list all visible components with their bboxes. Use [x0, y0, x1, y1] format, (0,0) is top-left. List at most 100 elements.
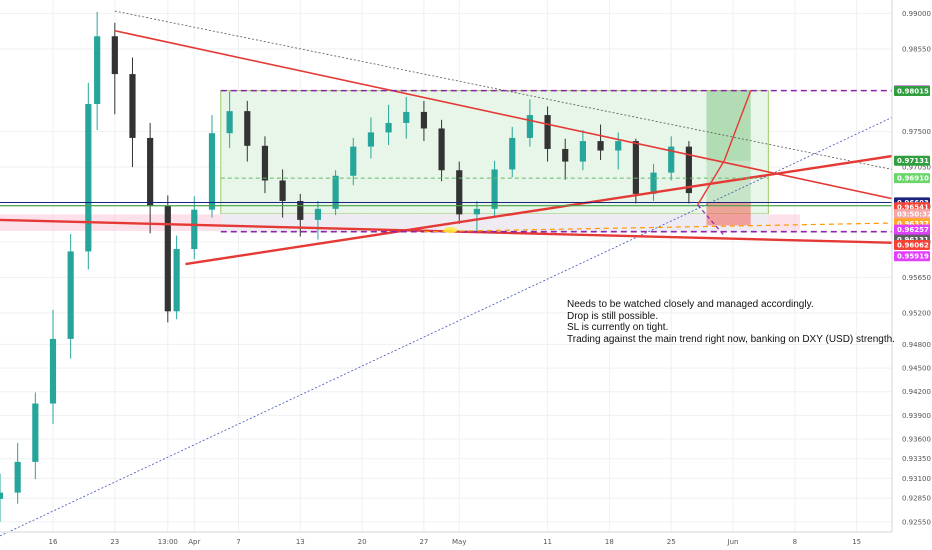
- candle-body: [226, 111, 233, 134]
- candle-body: [526, 115, 533, 138]
- y-tick-label: 0.94200: [902, 388, 931, 396]
- price-tag: [894, 155, 930, 166]
- candle-body: [67, 251, 74, 339]
- annotation-text: Needs to be watched closely and managed …: [567, 299, 907, 345]
- candle-body: [191, 209, 198, 250]
- y-tick-label: 0.94500: [902, 365, 931, 373]
- price-tag: [894, 224, 930, 235]
- candle-body: [279, 180, 286, 201]
- annotation-line: SL is currently on tight.: [567, 322, 669, 333]
- candle-body: [403, 111, 410, 123]
- price-tag: [894, 86, 930, 97]
- dotted-support-line: [0, 117, 893, 537]
- candle-body: [668, 146, 675, 173]
- x-tick-label: 8: [793, 538, 797, 546]
- candle-body: [0, 492, 4, 499]
- price-tag-label: 0.96257: [897, 226, 929, 234]
- candle-body: [85, 104, 92, 252]
- x-tick-label: 11: [543, 538, 552, 546]
- x-tick-label: 13:00: [158, 538, 178, 546]
- price-tag: [894, 251, 930, 262]
- x-tick-label: Jun: [727, 538, 739, 546]
- candle-body: [49, 338, 57, 404]
- price-tag: [894, 239, 930, 250]
- zones: [0, 90, 800, 232]
- touch-point-marker: [443, 227, 458, 234]
- y-axis[interactable]: 0.990000.985500.975000.970500.965500.961…: [891, 0, 931, 532]
- candle-body: [473, 208, 481, 215]
- y-tick-label: 0.92550: [902, 518, 931, 526]
- candle-body: [332, 175, 339, 209]
- price-tag-label: 0.97131: [897, 157, 929, 165]
- y-tick-label: 0.97050: [902, 164, 931, 172]
- candle-body: [685, 146, 692, 194]
- x-tick-label: May: [452, 538, 466, 546]
- annotation-line: Trading against the main trend right now…: [567, 333, 895, 345]
- descending-trendline: [114, 29, 893, 200]
- price-tags: 0.980210.980150.971310.969100.966030.965…: [894, 85, 932, 262]
- candle-body: [650, 172, 657, 194]
- candle-body: [632, 141, 639, 194]
- range-box-grey: [220, 213, 769, 232]
- x-tick-label: 16: [49, 538, 58, 546]
- price-tag-label: 0.98015: [897, 88, 929, 96]
- x-tick-label: Apr: [188, 538, 200, 546]
- candle-body: [350, 146, 357, 176]
- annotation-line: Drop is still possible.: [567, 310, 659, 322]
- price-tag-label: 0.96910: [897, 175, 929, 183]
- y-tick-label: 0.95200: [902, 309, 931, 317]
- x-tick-label: 20: [358, 538, 367, 546]
- y-tick-label: 0.94800: [902, 341, 931, 349]
- y-tick-label: 0.92850: [902, 495, 931, 503]
- candle-body: [615, 141, 622, 151]
- candle-body: [147, 137, 154, 206]
- candle-body: [297, 200, 304, 220]
- grid: [0, 0, 892, 532]
- y-tick-label: 0.97500: [902, 128, 931, 136]
- candle-body: [111, 36, 118, 75]
- y-tick-label: 0.93100: [902, 475, 931, 483]
- drawings: [0, 10, 893, 537]
- y-tick-label: 0.98550: [902, 45, 931, 53]
- x-tick-label: 7: [236, 538, 240, 546]
- y-tick-label: 0.95650: [902, 274, 931, 282]
- candle-body: [491, 169, 498, 209]
- candle-body: [544, 115, 551, 149]
- y-tick-label: 0.93600: [902, 435, 931, 443]
- candle-body: [579, 141, 586, 162]
- candle-body: [438, 128, 445, 171]
- x-axis[interactable]: 16 23 13:00 Apr 7 13 20 27 May 11 18 25 Jun 8 15: [0, 531, 892, 546]
- candles: [0, 11, 692, 522]
- price-tag-label: 03:50:32: [897, 211, 932, 219]
- x-tick-label: 25: [667, 538, 676, 546]
- candle-body: [244, 111, 251, 146]
- candle-body: [94, 36, 101, 105]
- x-tick-label: 27: [419, 538, 428, 546]
- candle-body: [32, 403, 39, 462]
- price-tag-label: 0.96062: [897, 241, 929, 249]
- y-tick-label: 0.93350: [902, 455, 931, 463]
- projection-arrow-up-1: [697, 160, 725, 206]
- price-tag: [894, 209, 930, 220]
- y-tick-label: 0.93900: [902, 412, 931, 420]
- x-tick-label: 15: [852, 538, 861, 546]
- price-tag-label: 0.96541: [897, 204, 929, 212]
- candle-body: [456, 170, 463, 215]
- orange-dashed-line: [423, 222, 893, 233]
- candle-body: [597, 141, 604, 151]
- y-tick-label: 0.99000: [902, 10, 931, 18]
- x-tick-label: 23: [110, 538, 119, 546]
- candle-body: [173, 249, 180, 312]
- annotation-line: Needs to be watched closely and managed …: [567, 299, 814, 310]
- candle-body: [367, 132, 375, 147]
- candle-body: [208, 133, 216, 210]
- candle-body: [562, 148, 569, 162]
- candle-body: [129, 74, 136, 138]
- x-tick-label: 13: [296, 538, 305, 546]
- ascending-trendline: [185, 154, 893, 266]
- price-tag: [894, 173, 930, 184]
- price-tag-label: 0.96337: [897, 220, 929, 228]
- projection-arrow-up-2: [723, 90, 752, 162]
- candle-body: [385, 122, 392, 133]
